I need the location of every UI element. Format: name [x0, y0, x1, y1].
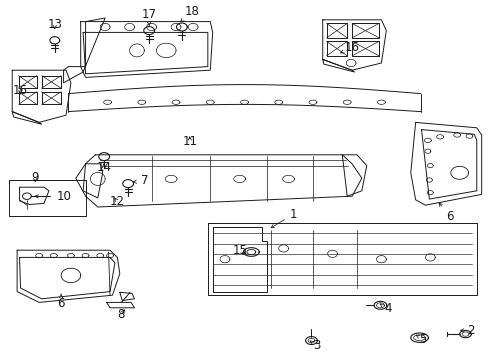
- Bar: [9, 180, 85, 216]
- Text: 4: 4: [379, 302, 391, 315]
- Text: 8: 8: [117, 309, 125, 321]
- Text: 5: 5: [415, 333, 426, 346]
- Text: 7: 7: [133, 174, 148, 187]
- Text: 9: 9: [31, 171, 39, 184]
- Text: 16: 16: [13, 84, 28, 97]
- Text: 15: 15: [232, 244, 246, 257]
- Text: 18: 18: [180, 5, 199, 22]
- Text: 1: 1: [270, 208, 297, 228]
- Text: 11: 11: [182, 135, 197, 148]
- Text: 6: 6: [438, 203, 453, 222]
- Text: 13: 13: [47, 18, 62, 31]
- Text: 10: 10: [35, 190, 71, 203]
- Text: 14: 14: [97, 161, 111, 174]
- Text: 12: 12: [110, 195, 124, 208]
- Text: 17: 17: [142, 8, 156, 26]
- Text: 16: 16: [340, 41, 359, 54]
- Text: 3: 3: [309, 339, 320, 352]
- Text: 6: 6: [57, 294, 65, 310]
- Text: 2: 2: [460, 324, 474, 337]
